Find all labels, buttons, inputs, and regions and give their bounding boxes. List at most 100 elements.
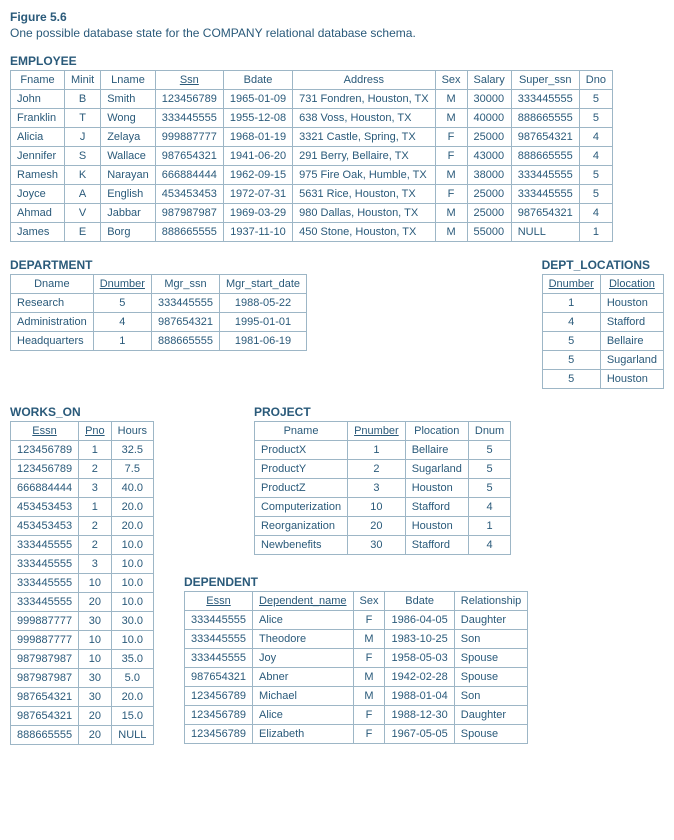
- table-cell: 1: [79, 441, 112, 460]
- table-cell: 30: [79, 688, 112, 707]
- table-cell: 1972-07-31: [223, 185, 292, 204]
- table-cell: Narayan: [101, 166, 156, 185]
- table-cell: T: [64, 109, 100, 128]
- table-cell: Joy: [253, 649, 353, 668]
- table-cell: F: [435, 128, 467, 147]
- table-cell: 1988-12-30: [385, 706, 454, 725]
- table-cell: 10: [79, 631, 112, 650]
- table-cell: M: [435, 223, 467, 242]
- table-cell: Sugarland: [600, 351, 663, 370]
- table-cell: 15.0: [111, 707, 153, 726]
- table-cell: 43000: [467, 147, 511, 166]
- table-cell: 4: [579, 204, 612, 223]
- column-header: Mgr_start_date: [220, 275, 307, 294]
- table-row: JoyceAEnglish4534534531972-07-315631 Ric…: [11, 185, 613, 204]
- table-cell: 1955-12-08: [223, 109, 292, 128]
- table-cell: Sugarland: [405, 460, 468, 479]
- table-cell: 333445555: [184, 611, 252, 630]
- table-cell: 4: [542, 313, 600, 332]
- table-row: 333445555TheodoreM1983-10-25Son: [184, 630, 527, 649]
- table-row: 123456789132.5: [11, 441, 154, 460]
- table-cell: 55000: [467, 223, 511, 242]
- department-title: DEPARTMENT: [10, 258, 307, 272]
- column-header: Sex: [435, 71, 467, 90]
- table-row: 5Sugarland: [542, 351, 663, 370]
- table-cell: 1965-01-09: [223, 90, 292, 109]
- table-cell: 20: [79, 707, 112, 726]
- table-row: 333445555JoyF1958-05-03Spouse: [184, 649, 527, 668]
- table-cell: James: [11, 223, 65, 242]
- table-cell: 32.5: [111, 441, 153, 460]
- table-cell: Bellaire: [600, 332, 663, 351]
- table-cell: Borg: [101, 223, 156, 242]
- project-block: PROJECT PnamePnumberPlocationDnumProduct…: [254, 405, 511, 555]
- column-header: Address: [293, 71, 435, 90]
- table-cell: V: [64, 204, 100, 223]
- table-cell: 731 Fondren, Houston, TX: [293, 90, 435, 109]
- department-table: DnameDnumberMgr_ssnMgr_start_dateResearc…: [10, 274, 307, 351]
- table-cell: Wallace: [101, 147, 156, 166]
- table-cell: NULL: [511, 223, 579, 242]
- dept-locations-table: DnumberDlocation1Houston4Stafford5Bellai…: [542, 274, 664, 389]
- table-cell: F: [353, 706, 385, 725]
- table-cell: 30: [79, 612, 112, 631]
- table-cell: 638 Voss, Houston, TX: [293, 109, 435, 128]
- table-cell: John: [11, 90, 65, 109]
- table-cell: Jennifer: [11, 147, 65, 166]
- table-cell: 10: [348, 498, 406, 517]
- table-cell: Stafford: [405, 498, 468, 517]
- table-cell: M: [353, 687, 385, 706]
- project-table: PnamePnumberPlocationDnumProductX1Bellai…: [254, 421, 511, 555]
- column-header: Ssn: [155, 71, 223, 90]
- table-row: 453453453120.0: [11, 498, 154, 517]
- table-cell: 999887777: [11, 612, 79, 631]
- figure-label: Figure 5.6: [10, 10, 664, 24]
- column-header: Dnumber: [542, 275, 600, 294]
- table-cell: Son: [454, 630, 528, 649]
- works-on-block: WORKS_ON EssnPnoHours123456789132.512345…: [10, 405, 154, 745]
- table-cell: 333445555: [511, 166, 579, 185]
- table-cell: 291 Berry, Bellaire, TX: [293, 147, 435, 166]
- table-row: 4Stafford: [542, 313, 663, 332]
- table-cell: Stafford: [405, 536, 468, 555]
- table-cell: Son: [454, 687, 528, 706]
- table-cell: 20.0: [111, 517, 153, 536]
- table-cell: K: [64, 166, 100, 185]
- table-row: Newbenefits30Stafford4: [254, 536, 510, 555]
- table-cell: ProductY: [254, 460, 347, 479]
- table-cell: 888665555: [151, 332, 219, 351]
- column-header: Mgr_ssn: [151, 275, 219, 294]
- table-row: 123456789ElizabethF1967-05-05Spouse: [184, 725, 527, 744]
- table-cell: 4: [93, 313, 151, 332]
- table-cell: Ahmad: [11, 204, 65, 223]
- table-cell: 4: [468, 498, 510, 517]
- table-row: 666884444340.0: [11, 479, 154, 498]
- table-cell: Houston: [600, 370, 663, 389]
- table-row: 9998877771010.0: [11, 631, 154, 650]
- table-cell: 975 Fire Oak, Humble, TX: [293, 166, 435, 185]
- table-cell: Jabbar: [101, 204, 156, 223]
- table-cell: Abner: [253, 668, 353, 687]
- table-cell: M: [353, 668, 385, 687]
- table-cell: 5: [542, 370, 600, 389]
- table-row: RameshKNarayan6668844441962-09-15975 Fir…: [11, 166, 613, 185]
- table-cell: 5: [468, 460, 510, 479]
- column-header: Bdate: [223, 71, 292, 90]
- table-row: Computerization10Stafford4: [254, 498, 510, 517]
- table-cell: 1942-02-28: [385, 668, 454, 687]
- table-cell: 3: [79, 555, 112, 574]
- table-row: AliciaJZelaya9998877771968-01-193321 Cas…: [11, 128, 613, 147]
- table-cell: 20.0: [111, 498, 153, 517]
- table-cell: 333445555: [11, 555, 79, 574]
- column-header: Super_ssn: [511, 71, 579, 90]
- table-cell: 450 Stone, Houston, TX: [293, 223, 435, 242]
- table-row: Reorganization20Houston1: [254, 517, 510, 536]
- table-cell: M: [435, 109, 467, 128]
- table-cell: 123456789: [11, 441, 79, 460]
- table-cell: 30.0: [111, 612, 153, 631]
- column-header: Dnum: [468, 422, 510, 441]
- table-cell: 1962-09-15: [223, 166, 292, 185]
- table-cell: 987987987: [155, 204, 223, 223]
- table-cell: Daughter: [454, 611, 528, 630]
- table-cell: Bellaire: [405, 441, 468, 460]
